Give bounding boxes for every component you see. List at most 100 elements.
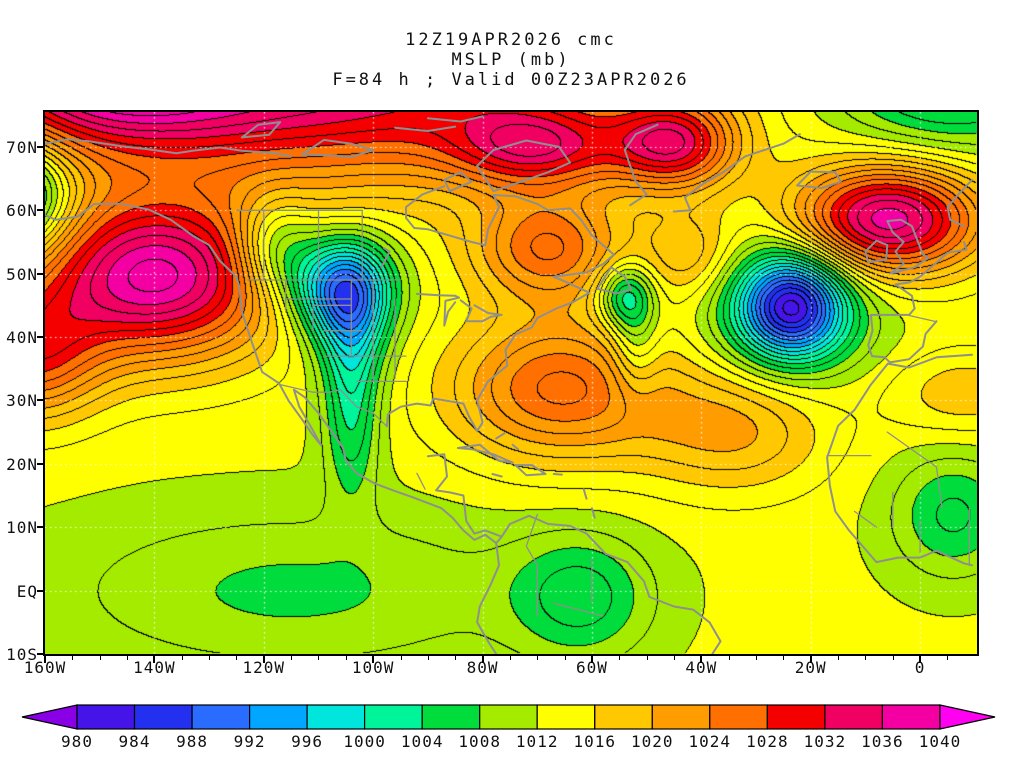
colorbar-label: 1004 [401,732,444,751]
colorbar-segment [651,704,711,730]
x-axis-minor-tick [236,656,238,660]
x-axis-minor-tick [865,656,867,660]
colorbar-segment [364,704,423,730]
map-plot-area [43,110,979,656]
colorbar-segment [709,704,768,730]
political-border [886,431,938,468]
x-axis-label: 80W [466,658,499,677]
title-init-line: 12Z19APR2026 cmc [405,30,617,50]
y-axis-tick [37,336,44,339]
coastline [301,138,375,158]
x-axis-label: 120W [242,658,286,677]
political-border [416,472,426,490]
x-axis-tick [372,656,375,663]
x-axis-label: 140W [133,658,176,677]
x-axis-label: 0 [914,658,926,677]
x-axis-minor-tick [756,656,758,660]
coastline [426,453,503,538]
coastline [864,239,889,264]
colorbar-label: 996 [291,732,323,751]
colorbar-segment [824,704,884,730]
colorbar-segment [249,704,308,730]
coastline [443,171,473,193]
y-axis-label: 10N [6,518,38,538]
x-axis-tick [262,656,265,663]
x-axis-minor-tick [619,656,621,660]
colorbar-label: 992 [234,732,266,751]
x-axis-minor-tick [127,656,129,660]
title-field-line: MSLP (mb) [451,50,571,70]
coastline [582,488,588,500]
coastline [552,473,563,476]
colorbar-label: 1008 [458,732,501,751]
x-axis-minor-tick [564,656,566,660]
y-axis-label: EQ [16,581,38,601]
x-axis-minor-tick [728,656,730,660]
colorbar-label: 1000 [343,732,386,751]
x-axis-minor-tick [72,656,74,660]
y-axis-label: 20N [6,454,38,474]
x-axis-minor-tick [783,656,785,660]
political-border [935,466,943,509]
title-valid-line: F=84 h ; Valid 00Z23APR2026 [332,70,690,90]
y-axis-label: 70N [6,137,38,157]
coastline [673,133,801,213]
x-axis-minor-tick [181,656,183,660]
x-axis-minor-tick [537,656,539,660]
political-border [853,510,878,528]
y-axis-tick [37,462,44,465]
coastline [394,125,457,132]
x-axis-minor-tick [455,656,457,660]
coastline [456,443,514,464]
political-border [279,383,388,428]
y-axis-tick [37,272,44,275]
x-axis-minor-tick [427,656,429,660]
colorbar-label: 1028 [746,732,789,751]
colorbar-arrow-right [939,704,996,730]
x-axis-minor-tick [509,656,511,660]
coastline [426,115,484,123]
colorbar-segment [306,704,366,730]
x-axis-minor-tick [345,656,347,660]
x-axis-label: 20W [794,658,827,677]
coastline [476,139,572,193]
coastlines-overlay [45,115,974,654]
x-axis-minor-tick [673,656,675,660]
y-axis-tick [37,145,44,148]
coastline [596,266,633,295]
colorbar-label: 1040 [919,732,962,751]
colorbar-label: 1016 [574,732,617,751]
x-axis-label: 40W [685,658,718,677]
x-axis-tick [700,656,703,663]
coastline [826,362,974,567]
x-axis-minor-tick [291,656,293,660]
x-axis-minor-tick [209,656,211,660]
pressure-colorbar: 980 984 988 992 996 1000 1004 1008 1012 1016 1020 1… [21,704,996,751]
coastline [491,473,503,478]
coastline [511,443,520,451]
x-axis-minor-tick [400,656,402,660]
x-axis-minor-tick [318,656,320,660]
x-axis-minor-tick [838,656,840,660]
y-axis-label: 40N [6,328,38,348]
coastline [495,432,506,440]
x-axis-label: 160W [23,658,67,677]
colorbar-label: 984 [119,732,151,751]
x-axis-minor-tick [99,656,101,660]
y-axis-tick [37,399,44,402]
x-axis-label: 100W [351,658,395,677]
colorbar-segment [76,704,136,730]
x-axis-tick [481,656,484,663]
chart-title: 12Z19APR2026 cmc MSLP (mb) F=84 h ; Vali… [0,30,1022,90]
coastline [886,353,974,369]
colorbar-label: 1020 [631,732,674,751]
colorbar-segment [421,704,481,730]
y-axis-tick [37,209,44,212]
coastline [946,178,974,228]
political-border [908,314,938,323]
x-axis-tick [153,656,156,663]
coastline [459,299,503,323]
colorbar-label: 980 [61,732,93,751]
coastline [495,514,722,654]
